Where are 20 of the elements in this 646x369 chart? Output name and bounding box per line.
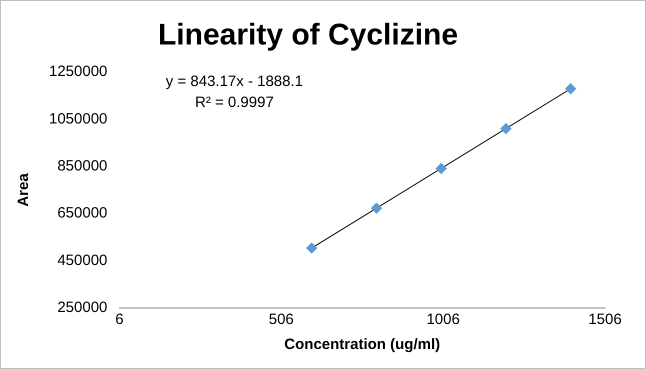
x-tick-label: 506 <box>268 311 294 328</box>
x-tick-label: 6 <box>115 311 124 328</box>
x-tick-label: 1506 <box>588 311 622 328</box>
x-tick-label: 1006 <box>426 311 460 328</box>
y-tick-label: 450000 <box>57 252 108 269</box>
y-tick-label: 850000 <box>57 158 108 175</box>
point <box>370 202 382 214</box>
annotation: R² = 0.9997 <box>194 94 274 112</box>
y-axis-title: Area <box>15 172 32 207</box>
chart-title: Linearity of Cyclizine <box>158 18 458 52</box>
y-tick-label: 250000 <box>57 299 108 316</box>
y-tick-label: 1250000 <box>48 63 108 80</box>
point <box>436 163 447 174</box>
y-tick-label: 1050000 <box>48 110 108 128</box>
x-axis-title: Concentration (ug/ml) <box>284 336 440 354</box>
y-tick-label: 650000 <box>57 204 108 222</box>
annotation: y = 843.17x - 1888.1 <box>166 73 303 90</box>
point <box>565 83 576 94</box>
point <box>500 123 512 134</box>
point <box>306 242 318 254</box>
